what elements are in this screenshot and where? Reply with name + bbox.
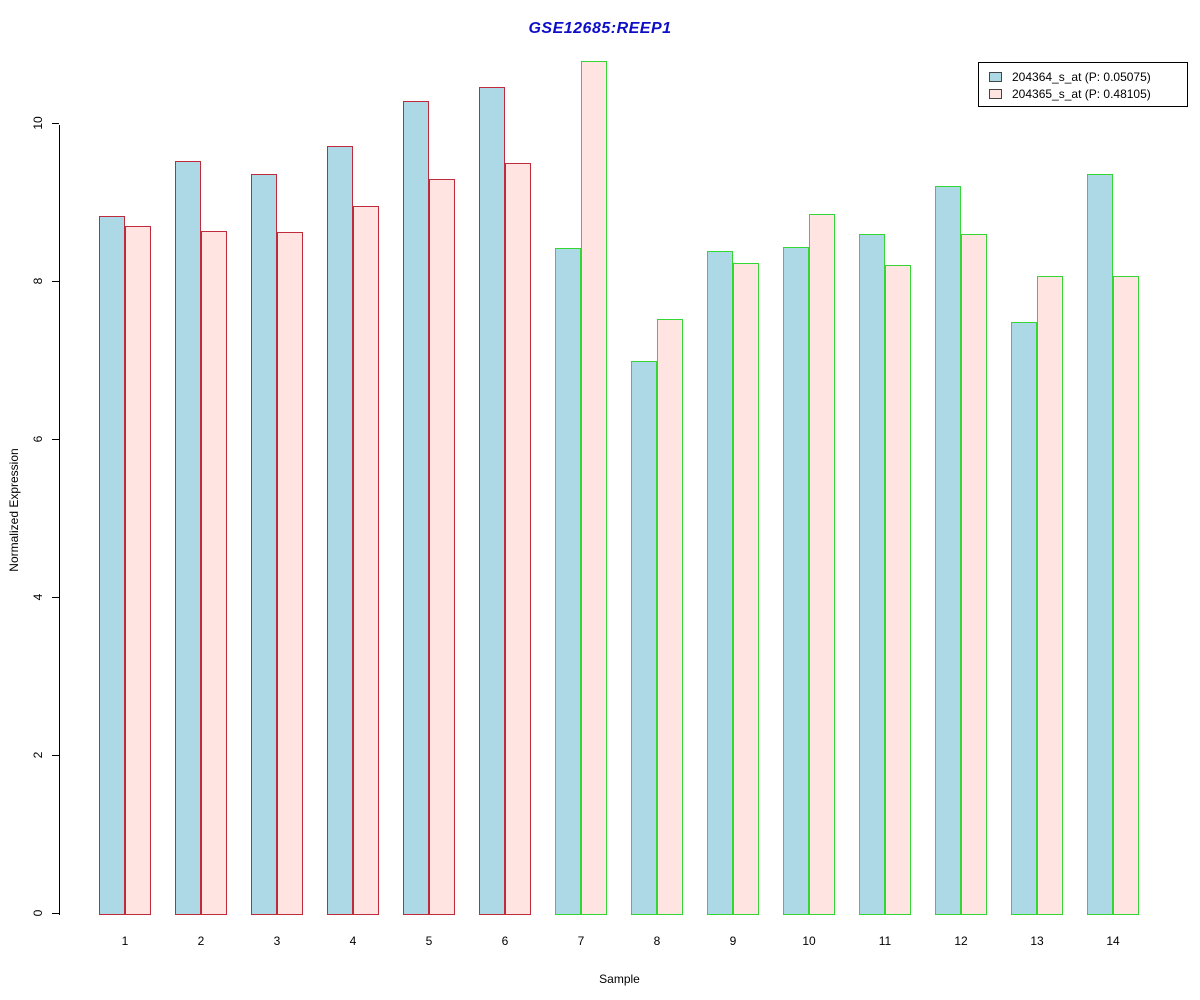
y-tick-label: 0 (31, 909, 45, 917)
y-axis-title: Normalized Expression (7, 448, 21, 572)
x-tick-label: 9 (729, 934, 737, 948)
x-tick-label: 4 (349, 934, 357, 948)
bar-204364_s_at-sample-14 (1087, 174, 1113, 915)
x-tick-label: 5 (425, 934, 433, 948)
x-tick-label: 3 (273, 934, 281, 948)
bar-204365_s_at-sample-2 (201, 231, 227, 915)
bar-204364_s_at-sample-6 (479, 87, 505, 915)
y-tick-mark (52, 913, 59, 914)
bar-204365_s_at-sample-9 (733, 263, 759, 915)
x-tick-label: 12 (954, 934, 968, 948)
x-tick-label: 6 (501, 934, 509, 948)
y-tick-mark (52, 597, 59, 598)
y-tick-label: 2 (31, 751, 45, 759)
bar-204364_s_at-sample-13 (1011, 322, 1037, 915)
y-tick-label: 8 (31, 277, 45, 285)
bar-204365_s_at-sample-13 (1037, 276, 1063, 915)
bar-204365_s_at-sample-5 (429, 179, 455, 915)
x-tick-label: 7 (577, 934, 585, 948)
bar-204364_s_at-sample-9 (707, 251, 733, 915)
bar-204364_s_at-sample-10 (783, 247, 809, 915)
bar-204365_s_at-sample-12 (961, 234, 987, 915)
bar-204364_s_at-sample-2 (175, 161, 201, 915)
legend-item: 204364_s_at (P: 0.05075) (989, 68, 1181, 85)
x-tick-label: 8 (653, 934, 661, 948)
bar-204365_s_at-sample-7 (581, 61, 607, 915)
bar-204364_s_at-sample-1 (99, 216, 125, 915)
legend-label-series1: 204364_s_at (P: 0.05075) (1012, 69, 1151, 84)
y-tick-mark (52, 439, 59, 440)
x-tick-label: 14 (1106, 934, 1120, 948)
x-axis-title: Sample (599, 972, 640, 986)
y-tick-mark (52, 281, 59, 282)
bar-204365_s_at-sample-8 (657, 319, 683, 915)
legend-label-series2: 204365_s_at (P: 0.48105) (1012, 86, 1151, 101)
x-tick-label: 13 (1030, 934, 1044, 948)
y-tick-mark (52, 123, 59, 124)
y-axis-line (59, 125, 60, 915)
bar-204365_s_at-sample-4 (353, 206, 379, 915)
legend-item: 204365_s_at (P: 0.48105) (989, 85, 1181, 102)
x-tick-label: 10 (802, 934, 816, 948)
x-tick-label: 1 (121, 934, 129, 948)
y-tick-label: 10 (31, 116, 45, 130)
bar-204364_s_at-sample-5 (403, 101, 429, 915)
bar-204365_s_at-sample-6 (505, 163, 531, 915)
legend-swatch-series1 (989, 71, 1002, 82)
y-tick-label: 6 (31, 435, 45, 443)
legend-swatch-series2 (989, 88, 1002, 99)
chart-title: GSE12685:REEP1 (528, 20, 672, 37)
bar-204365_s_at-sample-10 (809, 214, 835, 915)
bar-204364_s_at-sample-4 (327, 146, 353, 915)
legend-box: 204364_s_at (P: 0.05075) 204365_s_at (P:… (978, 62, 1188, 107)
bar-204364_s_at-sample-3 (251, 174, 277, 915)
y-tick-mark (52, 755, 59, 756)
bar-204365_s_at-sample-11 (885, 265, 911, 915)
bar-204364_s_at-sample-7 (555, 248, 581, 915)
bar-204365_s_at-sample-3 (277, 232, 303, 915)
bar-204365_s_at-sample-1 (125, 226, 151, 915)
bar-204365_s_at-sample-14 (1113, 276, 1139, 915)
x-tick-label: 11 (878, 934, 892, 948)
bar-204364_s_at-sample-12 (935, 186, 961, 915)
bar-204364_s_at-sample-11 (859, 234, 885, 915)
bar-204364_s_at-sample-8 (631, 361, 657, 915)
y-tick-label: 4 (31, 593, 45, 601)
x-tick-label: 2 (197, 934, 205, 948)
